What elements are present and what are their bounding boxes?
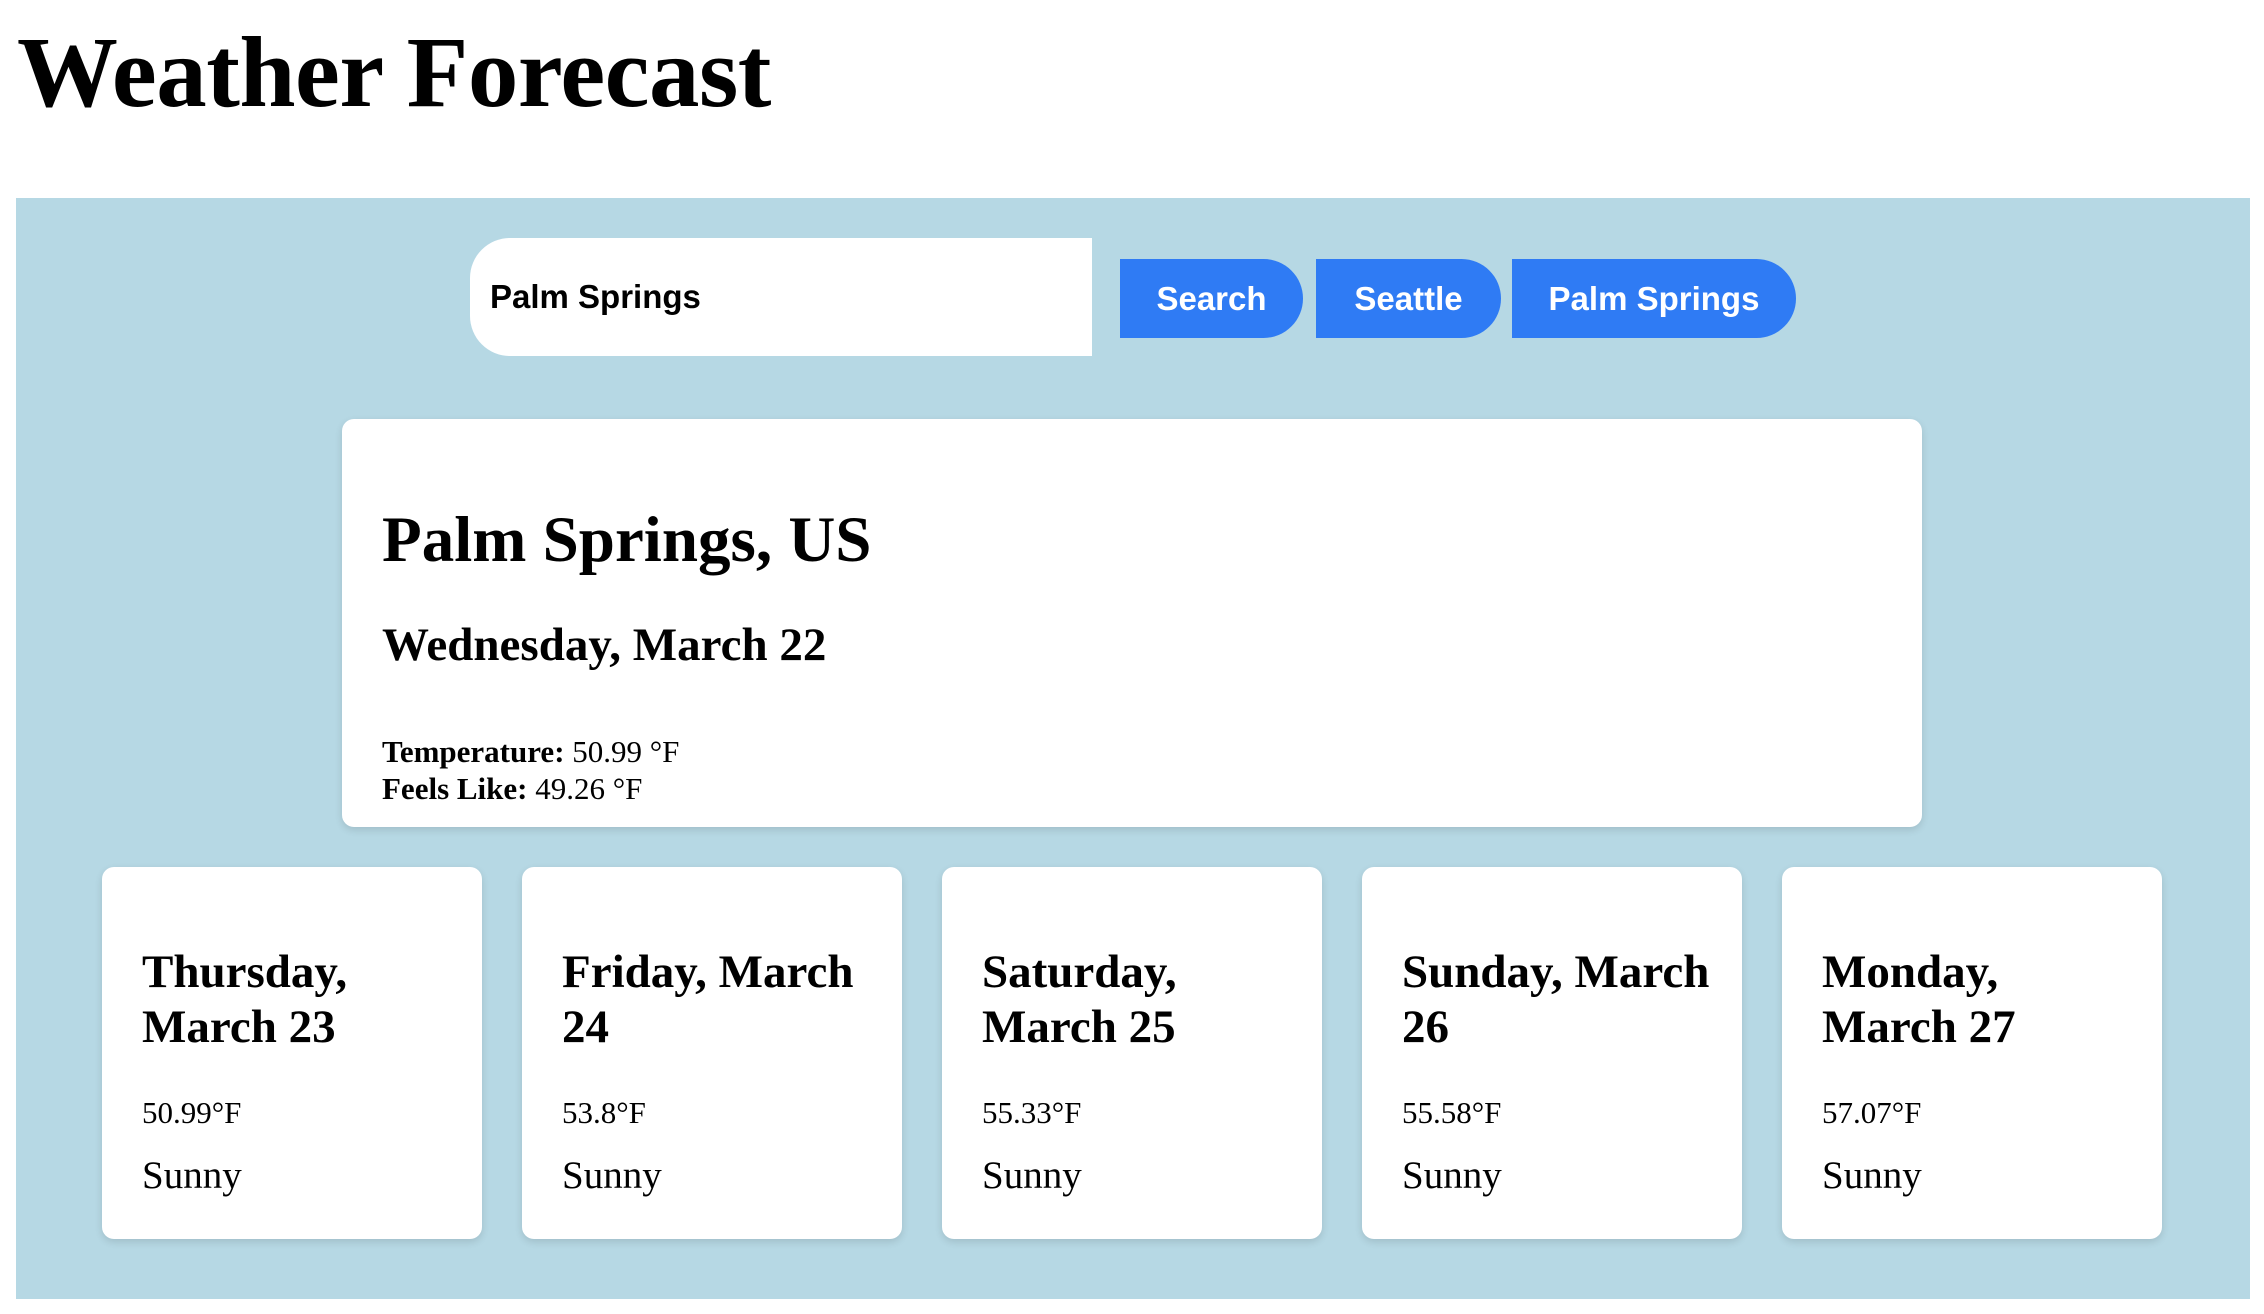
current-temperature: Temperature: 50.99 °F xyxy=(382,733,679,770)
forecast-temperature: 50.99°F xyxy=(142,1095,242,1130)
feels-like-label: Feels Like: xyxy=(382,771,528,806)
forecast-temperature: 53.8°F xyxy=(562,1095,646,1130)
quick-city-seattle-button[interactable]: Seattle xyxy=(1316,259,1501,338)
temperature-label: Temperature: xyxy=(382,734,565,769)
forecast-temperature: 55.58°F xyxy=(1402,1095,1502,1130)
current-date: Wednesday, March 22 xyxy=(382,619,827,671)
forecast-date: Saturday, March 25 xyxy=(982,946,1177,1053)
forecast-condition: Sunny xyxy=(1822,1154,1922,1197)
feels-like-value: 49.26 °F xyxy=(535,771,643,806)
forecast-condition: Sunny xyxy=(142,1154,242,1197)
current-city-name: Palm Springs, US xyxy=(382,504,872,576)
forecast-day-card: Monday, March 27 57.07°F Sunny xyxy=(1782,867,2162,1239)
forecast-day-card: Thursday, March 23 50.99°F Sunny xyxy=(102,867,482,1239)
forecast-condition: Sunny xyxy=(1402,1154,1502,1197)
forecast-temperature: 57.07°F xyxy=(1822,1095,1922,1130)
forecast-date: Friday, March 24 xyxy=(562,946,854,1053)
forecast-date: Monday, March 27 xyxy=(1822,946,2016,1053)
city-search-input[interactable] xyxy=(470,238,1092,356)
forecast-temperature: 55.33°F xyxy=(982,1095,1082,1130)
page-title: Weather Forecast xyxy=(17,16,771,128)
forecast-condition: Sunny xyxy=(562,1154,662,1197)
forecast-date: Sunday, March 26 xyxy=(1402,946,1710,1053)
forecast-day-card: Friday, March 24 53.8°F Sunny xyxy=(522,867,902,1239)
current-weather-card: Palm Springs, US Wednesday, March 22 Tem… xyxy=(342,419,1922,827)
search-button[interactable]: Search xyxy=(1120,259,1303,338)
forecast-day-card: Sunday, March 26 55.58°F Sunny xyxy=(1362,867,1742,1239)
temperature-value: 50.99 °F xyxy=(572,734,680,769)
forecast-day-card: Saturday, March 25 55.33°F Sunny xyxy=(942,867,1322,1239)
weather-panel: Search Seattle Palm Springs Palm Springs… xyxy=(16,198,2250,1299)
forecast-date: Thursday, March 23 xyxy=(142,946,348,1053)
quick-city-palm-springs-button[interactable]: Palm Springs xyxy=(1512,259,1796,338)
forecast-condition: Sunny xyxy=(982,1154,1082,1197)
current-feels-like: Feels Like: 49.26 °F xyxy=(382,770,642,807)
